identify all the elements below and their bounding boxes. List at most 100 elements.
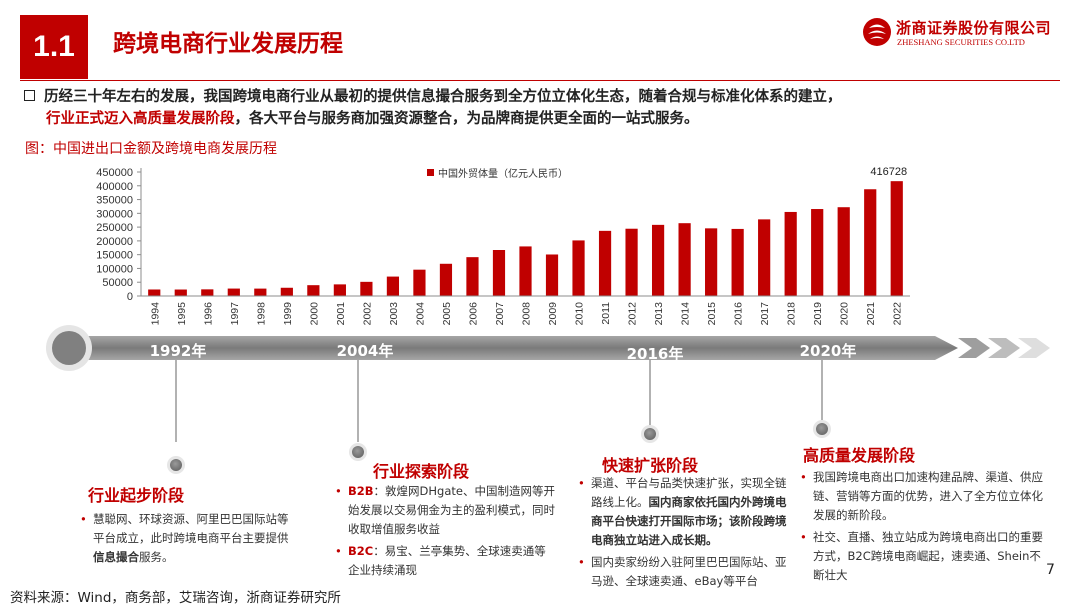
summary-paragraph: 历经三十年左右的发展，我国跨境电商行业从最初的提供信息撮合服务到全方位立体化生态… bbox=[24, 86, 1064, 130]
x-tick-label: 2020 bbox=[839, 302, 851, 326]
bar-2007 bbox=[492, 250, 506, 296]
stage-title-exploration: 行业探索阶段 bbox=[373, 462, 470, 481]
stage-title-expansion: 快速扩张阶段 bbox=[602, 456, 699, 475]
summary-line-2: 行业正式迈入高质量发展阶段，各大平台与服务商加强资源整合，为品牌商提供更全面的一… bbox=[24, 108, 1064, 130]
x-tick-label: 2012 bbox=[627, 302, 639, 326]
x-tick-label: 2015 bbox=[706, 302, 718, 326]
bar-2017 bbox=[758, 219, 771, 296]
y-tick-label: 0 bbox=[127, 291, 133, 303]
bar-1995 bbox=[174, 289, 187, 296]
bar-2014 bbox=[678, 223, 691, 296]
x-tick-label: 2019 bbox=[812, 302, 824, 326]
timeline-arrow-bar bbox=[46, 325, 1050, 371]
stage-title-startup: 行业起步阶段 bbox=[88, 486, 185, 505]
x-tick-label: 2005 bbox=[441, 302, 453, 326]
stage-bullet-text: B2C bbox=[348, 544, 374, 558]
stage-bullet-item: 慧聪网、环球资源、阿里巴巴国际站等平台成立，此时跨境电商平台主要提供信息撮合服务… bbox=[80, 510, 292, 567]
stage-bullet-text: 国内卖家纷纷入驻阿里巴巴国际站、亚马逊、全球速卖通、eBay等平台 bbox=[591, 555, 787, 588]
stage-bullet-text: 慧聪网、环球资源、阿里巴巴国际站等平台成立，此时跨境电商平台主要提供 bbox=[93, 512, 289, 545]
bar-2021 bbox=[864, 189, 877, 296]
bar-2019 bbox=[811, 209, 824, 296]
x-tick-label: 2009 bbox=[547, 302, 559, 326]
y-tick-label: 100000 bbox=[96, 263, 133, 275]
summary-text-2: ，各大平台与服务商加强资源整合，为品牌商提供更全面的一站式服务。 bbox=[234, 111, 699, 127]
bar-2013 bbox=[651, 224, 665, 296]
stage-bullet-text: 社交、直播、独立站成为跨境电商出口的重要方式，B2C跨境电商崛起，速卖通、She… bbox=[813, 530, 1043, 582]
milestone-2004: 2004年 bbox=[337, 342, 394, 360]
x-tick-label: 1995 bbox=[176, 302, 188, 326]
x-tick-label: 2013 bbox=[653, 302, 665, 326]
page-number: 7 bbox=[1046, 562, 1055, 578]
bar-series bbox=[148, 181, 903, 296]
bar-2015 bbox=[705, 228, 718, 296]
summary-highlight: 行业正式迈入高质量发展阶段 bbox=[46, 111, 235, 127]
bar-2020 bbox=[837, 207, 850, 296]
x-tick-label: 2017 bbox=[759, 302, 771, 326]
stage-list-startup: 慧聪网、环球资源、阿里巴巴国际站等平台成立，此时跨境电商平台主要提供信息撮合服务… bbox=[80, 510, 292, 570]
x-tick-label: 2021 bbox=[865, 302, 877, 326]
zheshang-logo-icon bbox=[863, 18, 891, 46]
development-timeline: 1992年 2004年 2016年 2020年 bbox=[46, 325, 1050, 442]
bar-2005 bbox=[439, 263, 453, 296]
chart-legend: 中国外贸体量（亿元人民币） bbox=[427, 167, 568, 180]
figure-caption: 图：中国进出口金额及跨境电商发展历程 bbox=[25, 141, 277, 157]
x-tick-label: 2022 bbox=[892, 302, 904, 326]
y-tick-label: 450000 bbox=[96, 167, 133, 179]
stage-bullet-text: 渠道、平台与品类快速扩张，实现全链路线上化。 bbox=[591, 476, 787, 509]
bar-1994 bbox=[148, 289, 161, 296]
timeline-chevron bbox=[1018, 338, 1050, 358]
stage-bullet-text: 服务。 bbox=[139, 550, 174, 564]
y-tick-label: 400000 bbox=[96, 181, 133, 193]
bar-2002 bbox=[360, 281, 373, 296]
timeline-connectors bbox=[175, 360, 823, 442]
timeline-chevron bbox=[988, 338, 1020, 358]
x-tick-label: 2014 bbox=[680, 302, 692, 326]
timeline-bar bbox=[70, 336, 958, 360]
legend-label: 中国外贸体量（亿元人民币） bbox=[438, 167, 568, 180]
stage-bullet-item: B2B：敦煌网DHgate、中国制造网等开始发展以交易佣金为主的盈利模式，同时收… bbox=[335, 482, 557, 539]
bar-1997 bbox=[227, 288, 240, 296]
x-tick-label: 2011 bbox=[600, 302, 612, 325]
stage-bullet-text: 国内商家依托国内外跨境电商平台快速打开国际市场；该阶段跨境电商独立站进入成长期。 bbox=[591, 495, 787, 547]
stage-bullet-item: B2C：易宝、兰亭集势、全球速卖通等企业持续涌现 bbox=[335, 542, 557, 580]
y-tick-label: 250000 bbox=[96, 222, 133, 234]
bar-1999 bbox=[280, 287, 293, 296]
x-tick-label: 1996 bbox=[202, 302, 214, 326]
timeline-start-dot bbox=[52, 331, 86, 365]
x-tick-label: 2000 bbox=[308, 302, 320, 326]
company-logo: 浙商证券股份有限公司 ZHESHANG SECURITIES CO.LTD bbox=[862, 15, 1062, 51]
x-tick-label: 1994 bbox=[149, 302, 161, 326]
y-tick-label: 150000 bbox=[96, 250, 133, 262]
stage-bullet-text: 信息撮合 bbox=[93, 550, 139, 564]
bar-2003 bbox=[386, 276, 400, 296]
y-tick-label: 200000 bbox=[96, 236, 133, 248]
section-number-badge: 1.1 bbox=[20, 15, 88, 79]
stage-bullet-item: 社交、直播、独立站成为跨境电商出口的重要方式，B2C跨境电商崛起，速卖通、She… bbox=[800, 528, 1046, 585]
x-tick-label: 2006 bbox=[467, 302, 479, 326]
stage-bullet-text: 我国跨境电商出口加速构建品牌、渠道、供应链、营销等方面的优势，进入了全方位立体化… bbox=[813, 470, 1043, 522]
x-tick-label: 2001 bbox=[335, 302, 347, 326]
bar-2011 bbox=[598, 230, 612, 296]
bar-2016 bbox=[731, 228, 744, 296]
stage-bullet-text: B2B bbox=[348, 484, 374, 498]
bar-2001 bbox=[333, 284, 346, 296]
x-tick-label: 2007 bbox=[494, 302, 506, 326]
x-tick-label: 2018 bbox=[786, 302, 798, 326]
page-title: 跨境电商行业发展历程 bbox=[113, 31, 343, 57]
x-tick-label: 2003 bbox=[388, 302, 400, 326]
bar-2012 bbox=[625, 228, 638, 296]
bar-2010 bbox=[572, 240, 585, 296]
x-tick-label: 2004 bbox=[414, 302, 426, 326]
bar-2008 bbox=[519, 246, 532, 296]
stage-bullet-item: 国内卖家纷纷入驻阿里巴巴国际站、亚马逊、全球速卖通、eBay等平台 bbox=[578, 553, 788, 591]
y-tick-label: 300000 bbox=[96, 208, 133, 220]
summary-line-1: 历经三十年左右的发展，我国跨境电商行业从最初的提供信息撮合服务到全方位立体化生态… bbox=[24, 86, 1064, 108]
x-tick-label: 2010 bbox=[574, 302, 586, 326]
square-bullet-icon bbox=[24, 90, 35, 101]
x-tick-label: 2008 bbox=[521, 302, 533, 326]
x-tick-label: 2016 bbox=[733, 302, 745, 326]
bar-2004 bbox=[413, 269, 426, 296]
stage-bullet-text: ：易宝、兰亭集势、全球速卖通等企业持续涌现 bbox=[348, 544, 546, 577]
